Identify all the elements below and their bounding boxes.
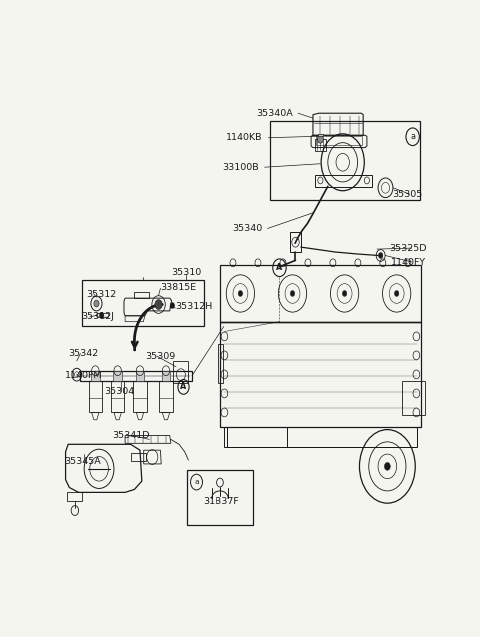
Circle shape xyxy=(384,462,390,470)
Text: 35310: 35310 xyxy=(171,268,202,277)
Text: a: a xyxy=(410,132,415,141)
Bar xyxy=(187,470,253,526)
Text: 35341D: 35341D xyxy=(112,431,150,440)
Text: a: a xyxy=(194,479,199,485)
Circle shape xyxy=(395,290,399,296)
Circle shape xyxy=(238,290,243,296)
Circle shape xyxy=(99,312,104,318)
Circle shape xyxy=(342,290,347,296)
Circle shape xyxy=(155,299,162,310)
Polygon shape xyxy=(162,371,170,380)
Text: 35309: 35309 xyxy=(145,352,176,361)
Polygon shape xyxy=(318,134,323,136)
Polygon shape xyxy=(113,371,122,380)
Circle shape xyxy=(170,303,175,308)
Text: 35312H: 35312H xyxy=(175,303,213,311)
Text: 35345A: 35345A xyxy=(64,457,101,466)
Text: A: A xyxy=(180,382,187,391)
Text: 35312: 35312 xyxy=(86,290,116,299)
Text: 35342: 35342 xyxy=(68,349,98,358)
Text: A: A xyxy=(276,263,283,272)
Text: 33815E: 33815E xyxy=(160,283,197,292)
Bar xyxy=(290,233,301,252)
Circle shape xyxy=(378,252,383,259)
Circle shape xyxy=(290,290,295,296)
Text: 35312J: 35312J xyxy=(82,312,115,321)
Text: 1140FM: 1140FM xyxy=(64,371,102,380)
Text: 31337F: 31337F xyxy=(203,497,239,506)
Bar xyxy=(270,120,420,200)
Bar xyxy=(173,361,188,383)
Text: 35340: 35340 xyxy=(232,224,263,233)
Text: 35304: 35304 xyxy=(105,387,135,396)
Text: 35305: 35305 xyxy=(393,190,423,199)
Circle shape xyxy=(317,135,324,143)
Polygon shape xyxy=(91,371,100,380)
Text: 1140FY: 1140FY xyxy=(391,259,426,268)
Text: 33100B: 33100B xyxy=(222,162,259,172)
Text: 1140KB: 1140KB xyxy=(226,133,263,142)
Circle shape xyxy=(94,300,99,307)
Bar xyxy=(83,280,204,326)
Text: 35325D: 35325D xyxy=(389,243,426,253)
Polygon shape xyxy=(135,371,144,380)
Text: 35340A: 35340A xyxy=(256,109,292,118)
